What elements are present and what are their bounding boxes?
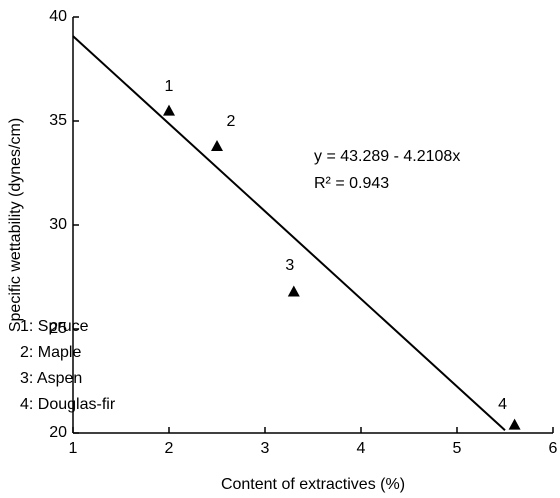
y-axis-label: Specific wettability (dynes/cm) xyxy=(7,118,24,332)
point-label: 4 xyxy=(498,396,507,413)
y-tick-label: 25 xyxy=(49,320,67,337)
point-label: 1 xyxy=(165,78,174,95)
x-tick-label: 1 xyxy=(69,440,78,457)
triangle-marker xyxy=(163,104,175,116)
y-tick-label: 20 xyxy=(49,424,67,441)
triangle-marker xyxy=(211,139,223,151)
fit-line xyxy=(72,35,506,432)
x-axis-label: Content of extractives (%) xyxy=(221,476,405,493)
x-tick-label: 5 xyxy=(453,440,462,457)
x-tick-label: 2 xyxy=(165,440,174,457)
y-tick-label: 40 xyxy=(49,8,67,25)
triangle-marker xyxy=(287,285,300,297)
y-tick-label: 35 xyxy=(49,112,67,129)
x-tick-label: 4 xyxy=(357,440,366,457)
legend-note: 4: Douglas-fir xyxy=(20,396,116,413)
x-tick-label: 3 xyxy=(261,440,270,457)
r-squared: R² = 0.943 xyxy=(314,175,389,192)
legend-note: 2: Maple xyxy=(20,344,81,361)
point-label: 3 xyxy=(285,257,294,274)
point-label: 2 xyxy=(227,113,236,130)
legend-note: 1: Spruce xyxy=(20,318,89,335)
equation: y = 43.289 - 4.2108x xyxy=(314,148,460,165)
legend-note: 3: Aspen xyxy=(20,370,82,387)
y-tick-label: 30 xyxy=(49,216,67,233)
triangle-marker xyxy=(508,418,521,430)
x-tick-label: 6 xyxy=(549,440,558,457)
